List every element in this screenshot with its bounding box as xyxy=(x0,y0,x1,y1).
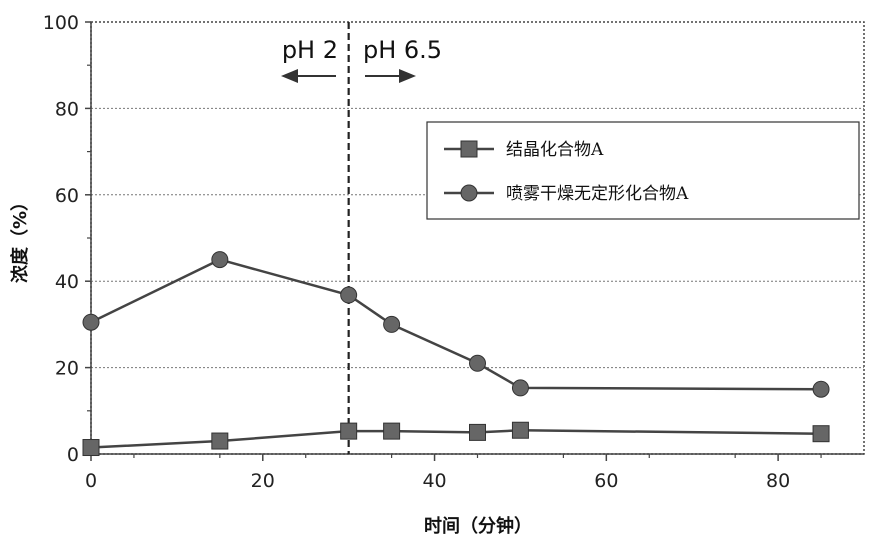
legend: 结晶化合物A 喷雾干燥无定形化合物A xyxy=(426,121,860,220)
data-point-square xyxy=(383,422,401,440)
x-tick-label: 40 xyxy=(422,470,446,492)
x-tick-label: 60 xyxy=(594,470,618,492)
x-tick-label: 0 xyxy=(85,470,97,492)
data-point-square xyxy=(469,423,486,441)
legend-label-crystalline: 结晶化合物A xyxy=(506,140,604,160)
annotation-ph2-label: pH 2 xyxy=(282,36,338,64)
data-point-circle xyxy=(511,379,529,397)
axis-ticks: 0 20 40 60 80 100 0 20 40 60 80 xyxy=(43,12,822,492)
x-axis-title: 时间（分钟） xyxy=(424,515,532,537)
x-tick-label: 20 xyxy=(251,470,275,492)
data-point-square xyxy=(82,439,100,457)
ph-annotations: pH 2 pH 6.5 xyxy=(281,36,442,83)
x-tick-label: 80 xyxy=(766,470,790,492)
y-tick-label: 20 xyxy=(55,358,79,380)
y-tick-label: 100 xyxy=(43,12,79,34)
y-tick-label: 80 xyxy=(55,98,79,120)
data-point-square xyxy=(340,422,358,440)
right-arrow-icon xyxy=(365,69,416,83)
y-tick-label: 0 xyxy=(67,444,79,466)
series-line-1 xyxy=(90,258,822,391)
legend-box xyxy=(426,121,860,220)
y-axis-title: 浓度（%） xyxy=(9,193,31,283)
legend-marker-circle xyxy=(460,184,478,202)
left-arrow-icon xyxy=(281,69,336,83)
data-point-square xyxy=(511,421,529,439)
data-point-square xyxy=(211,432,229,450)
legend-marker-square xyxy=(460,140,478,158)
data-point-circle xyxy=(82,313,100,331)
data-point-circle xyxy=(340,286,358,304)
y-tick-label: 60 xyxy=(55,185,79,207)
data-point-square xyxy=(812,425,830,443)
data-point-circle xyxy=(812,380,830,398)
legend-label-amorphous: 喷雾干燥无定形化合物A xyxy=(506,184,689,204)
data-point-circle xyxy=(469,354,486,372)
annotation-ph65-label: pH 6.5 xyxy=(363,36,442,64)
y-tick-label: 40 xyxy=(55,271,79,293)
data-point-circle xyxy=(211,251,229,269)
series-line-0 xyxy=(90,428,822,449)
data-point-circle xyxy=(383,315,401,333)
series-layer xyxy=(82,251,830,457)
